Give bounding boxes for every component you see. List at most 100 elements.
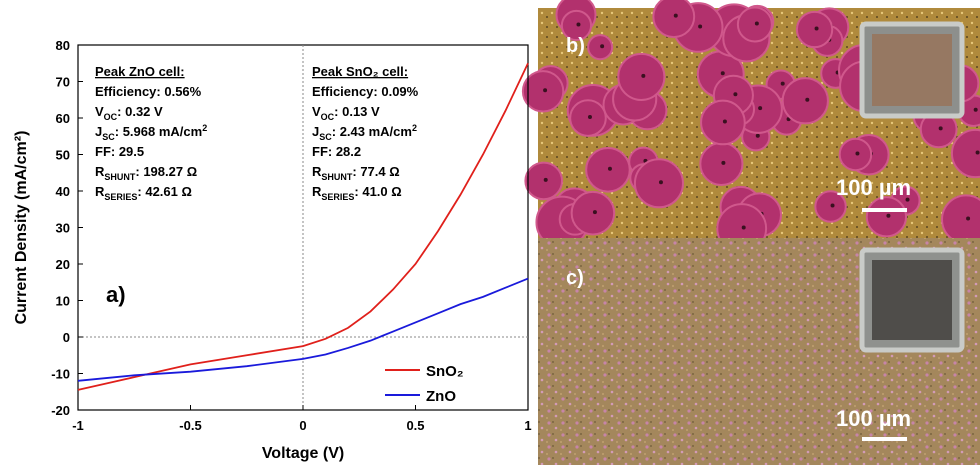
annotation-line: Efficiency: 0.56% bbox=[95, 84, 202, 99]
x-tick-label: -0.5 bbox=[179, 418, 201, 433]
x-axis-label: Voltage (V) bbox=[262, 445, 344, 462]
grain bbox=[585, 147, 631, 193]
grain-core bbox=[938, 126, 943, 131]
grain-core bbox=[755, 133, 760, 138]
grain bbox=[560, 9, 593, 42]
y-tick-label: 40 bbox=[56, 184, 70, 199]
inset-film bbox=[872, 260, 952, 340]
annotation-line: JSC: 2.43 mA/cm2 bbox=[312, 123, 417, 142]
panel-label: a) bbox=[106, 282, 126, 307]
y-axis-label: Current Density (mA/cm²) bbox=[13, 131, 30, 325]
grain-core bbox=[975, 150, 980, 155]
scale-bar-label: 100 µm bbox=[836, 175, 911, 200]
chart: -20 -10 0 10 20 30 40 50 60 70 80 -1 -0.5 0 0.5 1 Voltag… bbox=[13, 38, 532, 462]
x-tick-label: 1 bbox=[524, 418, 531, 433]
annotation-part: SC bbox=[102, 132, 115, 142]
annotation-part: FF: 29.5 bbox=[95, 144, 144, 159]
inset-film bbox=[872, 34, 952, 106]
y-tick-label: 70 bbox=[56, 75, 70, 90]
grain bbox=[814, 190, 847, 223]
grain bbox=[569, 99, 607, 137]
grain bbox=[838, 137, 873, 172]
panel-label: c) bbox=[566, 267, 584, 289]
plot-frame bbox=[77, 44, 529, 411]
grain-core bbox=[814, 26, 819, 31]
annotation-part: : 41.0 Ω bbox=[354, 184, 401, 199]
grain-core bbox=[754, 21, 759, 26]
annotation-part: 2 bbox=[412, 123, 417, 133]
grain-core bbox=[966, 216, 971, 221]
grain-core bbox=[576, 22, 581, 27]
y-tick-label: 60 bbox=[56, 111, 70, 126]
legend-label: ZnO bbox=[426, 388, 456, 405]
grain bbox=[781, 77, 829, 125]
annotation-part: SHUNT bbox=[104, 172, 136, 182]
x-tick-label: 0.5 bbox=[406, 418, 424, 433]
y-tick-label: 30 bbox=[56, 221, 70, 236]
scale-bar-label: 100 µm bbox=[836, 406, 911, 431]
grain-core bbox=[587, 115, 592, 120]
grain bbox=[700, 99, 746, 146]
grain bbox=[633, 158, 684, 209]
grain-core bbox=[741, 225, 746, 230]
annotation-part: : 5.968 mA/cm bbox=[115, 124, 202, 139]
annotation-part: OC bbox=[104, 112, 118, 122]
y-tick-label: 20 bbox=[56, 257, 70, 272]
grain-core bbox=[720, 71, 725, 76]
annotation-part: OC bbox=[321, 112, 335, 122]
annotation-part: : 77.4 Ω bbox=[352, 164, 399, 179]
annotation-line: Efficiency: 0.09% bbox=[312, 84, 419, 99]
grain bbox=[941, 194, 980, 245]
grain bbox=[521, 70, 565, 113]
annotation-part: : 2.43 mA/cm bbox=[332, 124, 412, 139]
annotation-part: R bbox=[312, 184, 322, 199]
micrograph-c: c) 100 µm bbox=[538, 238, 980, 465]
grain-core bbox=[721, 160, 726, 165]
annotation-part: FF: 28.2 bbox=[312, 144, 361, 159]
grain-core bbox=[830, 203, 835, 208]
scale-bar bbox=[862, 437, 907, 441]
annotation-part: : 0.13 V bbox=[334, 104, 380, 119]
grain bbox=[865, 196, 908, 238]
grain-core bbox=[973, 107, 978, 112]
annotation-part: Efficiency: 0.56% bbox=[95, 84, 202, 99]
y-tick-label: 80 bbox=[56, 38, 70, 53]
annotation-line: VOC: 0.32 V bbox=[95, 104, 163, 122]
annotation-line: FF: 28.2 bbox=[312, 144, 361, 159]
grain-core bbox=[543, 88, 548, 93]
grain-core bbox=[600, 44, 605, 49]
panel-label: b) bbox=[566, 35, 585, 57]
series-line bbox=[77, 62, 529, 391]
annotation-line: RSHUNT: 198.27 Ω bbox=[95, 164, 197, 182]
scale-bar bbox=[862, 208, 907, 212]
x-tick-label: 0 bbox=[299, 418, 306, 433]
grain-core bbox=[886, 213, 891, 218]
annotation-part: Efficiency: 0.09% bbox=[312, 84, 419, 99]
grain bbox=[950, 128, 980, 179]
grain-core bbox=[805, 97, 810, 102]
y-tick-label: 50 bbox=[56, 148, 70, 163]
annotation-part: : 42.61 Ω bbox=[137, 184, 192, 199]
grain-core bbox=[758, 106, 763, 111]
legend-label: SnO₂ bbox=[426, 363, 464, 380]
annotation-part: SHUNT bbox=[321, 172, 353, 182]
grain-core bbox=[733, 92, 738, 97]
grain-core bbox=[673, 13, 678, 18]
grain-core bbox=[658, 180, 663, 185]
annotation-part: R bbox=[95, 184, 105, 199]
series-line bbox=[77, 277, 529, 382]
y-tick-label: -20 bbox=[51, 403, 70, 418]
annotation-part: SC bbox=[319, 132, 332, 142]
grain-core bbox=[543, 177, 548, 182]
grain-core bbox=[780, 81, 785, 86]
annotation-part: SERIES bbox=[104, 192, 137, 202]
annotation-part: : 0.32 V bbox=[117, 104, 163, 119]
grain bbox=[699, 141, 744, 186]
annotation-part: J bbox=[95, 124, 102, 139]
annotation-part: R bbox=[95, 164, 105, 179]
grain-core bbox=[855, 151, 860, 156]
annotation-part: : 198.27 Ω bbox=[135, 164, 197, 179]
annotation-part: J bbox=[312, 124, 319, 139]
grain bbox=[524, 161, 564, 201]
